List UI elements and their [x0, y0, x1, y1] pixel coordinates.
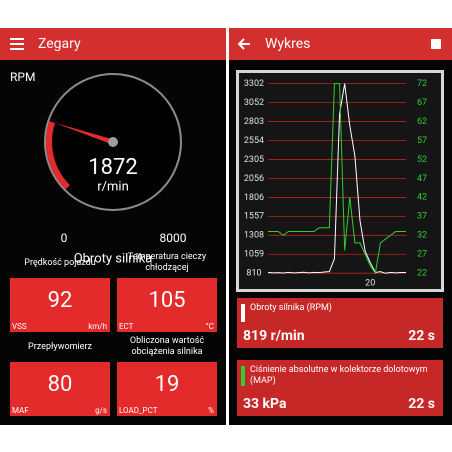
y2-tick-label: 62: [417, 117, 427, 127]
x-tick-label: 20: [365, 278, 375, 288]
card-value: 819 r/min: [243, 328, 305, 344]
y-tick-label: 1557: [244, 212, 264, 222]
series-line: [268, 83, 406, 275]
y-tick-label: 1308: [244, 231, 264, 241]
y2-tick-label: 67: [417, 98, 427, 108]
sensor-card: Ciśnienie absolutne w kolektorze dolotow…: [237, 360, 443, 416]
chart: 810 1059 1308 1557 1806 2056 2305 2554 2803 3052 3…: [236, 70, 444, 292]
app-bar: Zegary: [0, 28, 226, 60]
tile-code: LOAD_PCT: [119, 406, 158, 415]
y2-tick-label: 32: [417, 231, 427, 241]
gauge-unit: r/min: [97, 179, 129, 194]
app-title: Wykres: [265, 36, 311, 52]
chart-panel: Wykres 810 1059 1308 1557 1806 2056 2305 2554 28…: [229, 28, 452, 425]
card-accent: [241, 366, 245, 386]
back-icon[interactable]: [237, 37, 251, 51]
tile-value: 105: [148, 288, 186, 313]
sensor-card: Obroty silnika (RPM) 819 r/min 22 s: [237, 298, 443, 348]
stop-button[interactable]: [431, 39, 441, 49]
card-time: 22 s: [408, 328, 435, 344]
gauge-hub: [108, 137, 118, 147]
tile: 105 ECT °C: [117, 278, 217, 332]
series-line: [267, 83, 406, 274]
tile-unit: °C: [205, 322, 214, 331]
y2-tick-label: 37: [417, 212, 427, 222]
gauge-value: 1872: [88, 155, 137, 180]
tile-code: MAF: [12, 406, 29, 415]
gauge-min: 0: [61, 231, 68, 245]
y-tick-label: 2803: [244, 117, 264, 127]
y-tick-label: 2056: [244, 174, 264, 184]
y-tick-label: 3052: [244, 98, 264, 108]
y-tick-label: 1806: [244, 193, 264, 203]
tile-unit: km/h: [88, 322, 107, 331]
gauge-needle: [54, 122, 114, 145]
tile-label: Temperatura cieczy chłodzącej: [127, 252, 207, 273]
tile-label: Przepływomierz: [28, 341, 92, 352]
app-title: Zegary: [38, 36, 81, 52]
tile-value: 80: [47, 372, 73, 397]
y2-tick-label: 47: [417, 174, 427, 184]
gauge-label: RPM: [10, 70, 35, 84]
tile-label: Obliczona wartość obciążenia silnika: [129, 336, 205, 357]
gauge-max: 8000: [160, 231, 187, 245]
y2-tick-label: 42: [417, 193, 427, 203]
y2-tick-label: 57: [417, 136, 427, 146]
tile-code: VSS: [12, 322, 27, 331]
y2-tick-label: 27: [417, 250, 427, 260]
tile: 19 LOAD_PCT%: [117, 362, 217, 416]
card-accent: [241, 304, 245, 322]
gauge-name: Obroty silnika: [74, 251, 153, 266]
tile: 80 MAF g/s: [10, 362, 110, 416]
y-tick-label: 2554: [244, 136, 264, 146]
card-time: 22 s: [408, 396, 435, 412]
y-tick-label: 1059: [244, 250, 264, 260]
card-title: Ciśnienie absolutne w kolektorze dolotow…: [250, 365, 428, 386]
y-tick-label: 2305: [244, 155, 264, 165]
tile-label: Prędkość pojazdu: [24, 257, 96, 268]
y-tick-label: 3302: [244, 79, 264, 89]
y-tick-label: 810: [246, 269, 261, 279]
tile-value: 19: [154, 372, 180, 397]
tile-unit: g/s: [95, 406, 107, 415]
app-bar: Wykres: [229, 28, 452, 60]
card-value: 33 kPa: [243, 396, 287, 412]
tile: 92 VSS km/h: [10, 278, 110, 332]
tile-value: 92: [47, 288, 73, 313]
tile-unit: %: [208, 406, 214, 415]
y2-tick-label: 22: [417, 269, 427, 279]
y2-tick-label: 72: [417, 79, 427, 89]
tile-code: ECT: [119, 322, 134, 331]
menu-icon[interactable]: [10, 38, 24, 50]
gauge-arc: [46, 121, 70, 190]
gauges-panel: Zegary RPM 1872 r/min 0 8000 Obroty silnika P…: [0, 28, 226, 425]
card-title: Obroty silnika (RPM): [250, 303, 332, 313]
y2-tick-label: 52: [417, 155, 427, 165]
